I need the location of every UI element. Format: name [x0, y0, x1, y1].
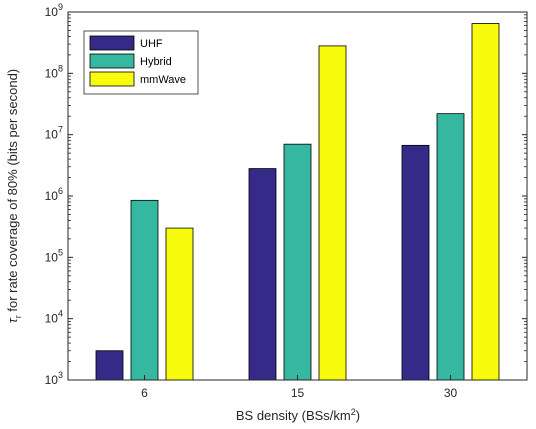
- legend-swatch-mmwave: [89, 71, 135, 87]
- bar-hybrid-30: [436, 113, 465, 381]
- legend-swatch-hybrid: [89, 53, 135, 69]
- bar-mmwave-15: [318, 45, 347, 381]
- y-tick-label: 103: [45, 370, 63, 387]
- bar-hybrid-15: [283, 143, 312, 381]
- x-tick-label: 30: [444, 386, 458, 400]
- x-tick-label: 6: [141, 386, 148, 400]
- bar-mmwave-6: [165, 227, 194, 381]
- y-tick-label: 105: [45, 247, 63, 264]
- legend-label-uhf: UHF: [140, 38, 163, 50]
- y-tick-label: 106: [45, 186, 63, 203]
- bar-uhf-30: [401, 144, 430, 381]
- y-tick-label: 108: [45, 63, 63, 80]
- x-axis-label: BS density (BSs/km2): [236, 407, 360, 423]
- bar-uhf-6: [95, 350, 124, 381]
- y-tick-label: 107: [45, 125, 63, 142]
- legend: UHF Hybrid mmWave: [83, 30, 199, 95]
- bar-hybrid-6: [130, 199, 159, 381]
- y-tick-label: 109: [45, 2, 63, 19]
- legend-swatch-uhf: [89, 35, 135, 51]
- y-tick-label: 104: [45, 309, 63, 326]
- x-axis-ticks: 6 15 30: [141, 375, 457, 400]
- x-tick-label: 15: [291, 386, 305, 400]
- y-axis-ticks: 103 104 105 106 107 108 109: [45, 2, 527, 387]
- legend-label-hybrid: Hybrid: [140, 56, 172, 68]
- legend-label-mmwave: mmWave: [140, 74, 186, 86]
- y-axis-label: τr for rate coverage of 80% (bits per se…: [5, 69, 23, 323]
- bar-uhf-15: [248, 168, 277, 381]
- bar-mmwave-30: [471, 23, 500, 381]
